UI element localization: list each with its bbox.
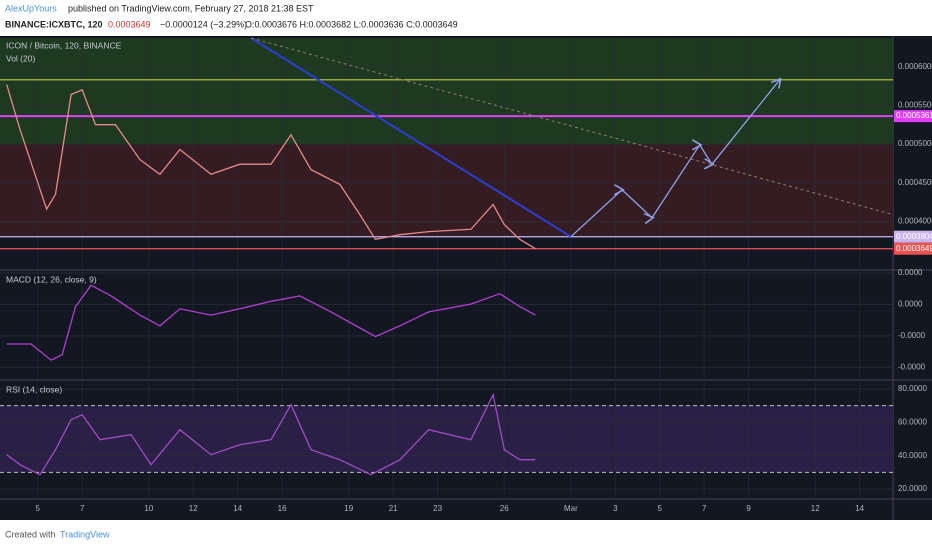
x-tick-label: 12 (811, 504, 820, 513)
y-tick-label: 0.0000 (898, 300, 923, 309)
zone (0, 38, 893, 145)
created-with: Created with (5, 529, 56, 539)
price-tag (894, 242, 932, 255)
x-tick-label: 3 (613, 504, 618, 513)
y-tick-label: 40.0000 (898, 451, 927, 460)
symbol: BINANCE:ICXBTC, 120 (5, 19, 103, 29)
x-tick-label: 14 (233, 504, 242, 513)
pane-title: MACD (12, 26, close, 9) (6, 274, 97, 284)
change: −0.0000124 (−3.29%) (160, 19, 247, 29)
x-tick-label: 5 (658, 504, 663, 513)
projection-path (570, 80, 780, 238)
zone (0, 144, 893, 237)
x-tick-label: 7 (702, 504, 707, 513)
x-tick-label: 9 (746, 504, 751, 513)
y-tick-label: -0.0000 (898, 362, 926, 371)
price-tag-label: 0.0003649 (896, 244, 932, 253)
trendline (250, 37, 572, 238)
x-tick-label: 10 (144, 504, 153, 513)
brand[interactable]: TradingView (60, 529, 110, 539)
x-tick-label: 16 (278, 504, 287, 513)
ohlc: O:0.0003676 H:0.0003682 L:0.0003636 C:0.… (245, 19, 458, 29)
x-tick-label: 26 (500, 504, 509, 513)
pane-subtitle: Vol (20) (6, 53, 35, 63)
dashed-trendline (250, 37, 894, 216)
x-tick-label: 21 (389, 504, 398, 513)
y-tick-label: -0.0000 (898, 331, 926, 340)
x-tick-label: 7 (80, 504, 85, 513)
y-tick-label: 80.0000 (898, 384, 927, 393)
data-line (6, 284, 536, 361)
x-tick-label: Mar (564, 504, 578, 513)
x-tick-label: 12 (189, 504, 198, 513)
last-price: 0.0003649 (108, 19, 151, 29)
published: published on TradingView.com, February 2… (68, 3, 314, 13)
pane-title: RSI (14, close) (6, 384, 62, 394)
price-tag (894, 110, 932, 123)
x-tick-label: 19 (344, 504, 353, 513)
data-line (6, 392, 536, 476)
x-tick-label: 14 (855, 504, 864, 513)
price-tag-label: 0.0003804 (896, 232, 932, 241)
pane-title: ICON / Bitcoin, 120, BINANCE (6, 40, 122, 50)
y-tick-label: 20.0000 (898, 484, 927, 493)
x-tick-label: 5 (36, 504, 41, 513)
x-tick-label: 23 (433, 504, 442, 513)
price-tag (894, 230, 932, 243)
y-tick-label: 0.0000 (898, 268, 923, 277)
data-line (6, 84, 536, 250)
y-tick-label: 60.0000 (898, 417, 927, 426)
author[interactable]: AlexUpYours (5, 3, 57, 13)
price-tag-label: 0.0005361 (896, 111, 932, 120)
